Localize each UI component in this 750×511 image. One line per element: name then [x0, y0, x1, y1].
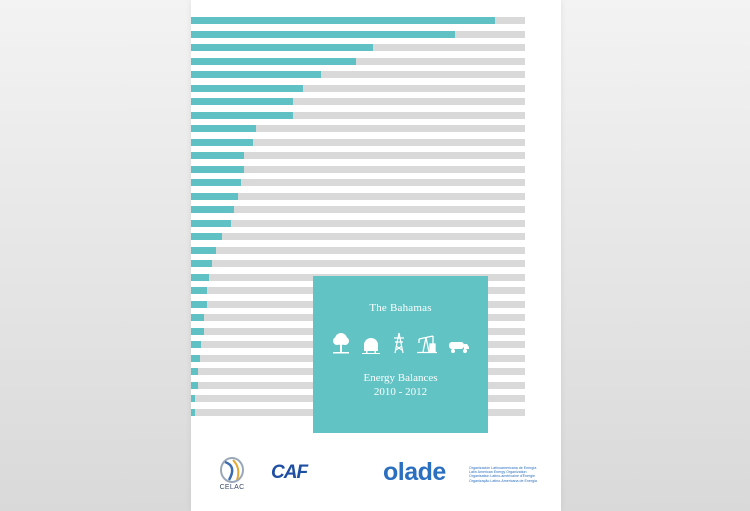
energy-icons — [331, 330, 470, 354]
power-tower-icon — [391, 332, 407, 354]
bar-row — [191, 30, 525, 38]
bar-fill — [191, 395, 195, 402]
bar-fill — [191, 30, 455, 38]
olade-logo: olade — [383, 458, 446, 486]
olade-subtitle-line: Organisation Latino-américaine d'Énergie — [469, 474, 536, 479]
bar-row — [191, 165, 525, 173]
bar-fill — [191, 219, 232, 227]
olade-subtitle-line: Organização Latino-Americana de Energia — [469, 478, 537, 483]
oil-pump-icon — [416, 334, 438, 354]
bar-fill — [191, 408, 195, 416]
olade-subtitle-line: Organización Latinoamericana de Energía — [469, 466, 537, 470]
celac-emblem-icon — [220, 457, 244, 483]
bar-row — [191, 111, 525, 119]
bar-fill — [191, 44, 374, 51]
bar-fill — [191, 314, 205, 321]
bar-row — [191, 84, 525, 92]
bar-row — [191, 17, 525, 24]
bar-fill — [191, 287, 208, 294]
bar-fill — [191, 273, 210, 281]
bar-fill — [191, 381, 198, 389]
bar-row — [191, 233, 525, 240]
bar-fill — [191, 71, 322, 78]
bar-fill — [191, 165, 244, 173]
partner-logos: CELAC CAF olade Organización Latinoameri… — [191, 456, 561, 496]
bar-row — [191, 246, 525, 254]
bar-fill — [191, 179, 242, 186]
bar-row — [191, 138, 525, 146]
bar-row — [191, 125, 525, 132]
bar-row — [191, 179, 525, 186]
bar-fill — [191, 260, 213, 267]
bar-fill — [191, 84, 303, 92]
bar-fill — [191, 125, 257, 132]
report-title: Energy Balances — [363, 372, 438, 384]
bar-fill — [191, 354, 201, 362]
bar-fill — [191, 111, 293, 119]
bar-fill — [191, 327, 205, 335]
bar-row — [191, 192, 525, 200]
title-box: The Bahamas — [313, 276, 488, 433]
bar-row — [191, 152, 525, 159]
bar-row — [191, 57, 525, 65]
report-years: 2010 - 2012 — [373, 386, 428, 398]
bar-fill — [191, 368, 198, 375]
olade-subtitle-line: Latin American Energy Organization — [469, 470, 527, 475]
bar-fill — [191, 300, 208, 308]
bar-row — [191, 71, 525, 78]
caf-logo: CAF — [271, 462, 308, 483]
biogas-tank-icon — [361, 334, 381, 354]
bar-row — [191, 206, 525, 213]
bar-fill — [191, 192, 239, 200]
tanker-truck-icon — [448, 338, 470, 354]
bar-fill — [191, 246, 217, 254]
bar-fill — [191, 233, 223, 240]
celac-logo: CELAC — [215, 456, 249, 496]
bar-fill — [191, 17, 495, 24]
bar-row — [191, 219, 525, 227]
country-name: The Bahamas — [369, 302, 432, 314]
bar-fill — [191, 152, 245, 159]
bar-fill — [191, 341, 202, 348]
celac-text: CELAC — [219, 484, 245, 491]
bar-row — [191, 98, 525, 105]
bar-fill — [191, 206, 235, 213]
bar-row — [191, 260, 525, 267]
tree-icon — [331, 332, 351, 354]
cover-page: The Bahamas — [191, 0, 561, 511]
bar-fill — [191, 57, 357, 65]
olade-subtitle: Organización Latinoamericana de Energía … — [469, 466, 549, 483]
bar-fill — [191, 138, 253, 146]
bar-row — [191, 44, 525, 51]
bar-fill — [191, 98, 293, 105]
